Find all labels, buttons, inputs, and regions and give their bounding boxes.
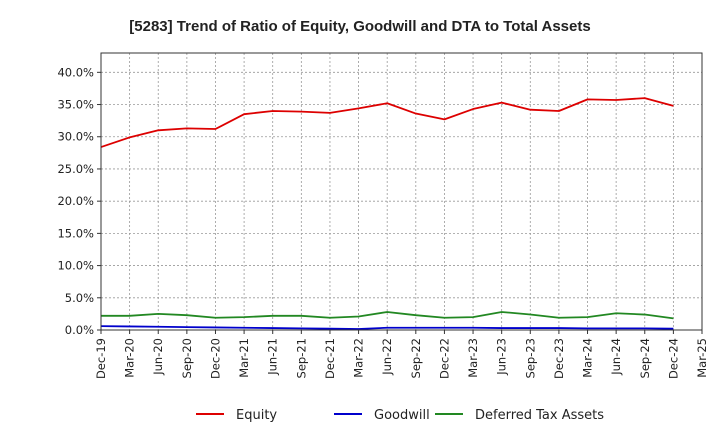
x-tick-label: Jun-24 <box>609 338 623 376</box>
x-tick-label: Jun-22 <box>380 338 394 376</box>
legend-label-equity: Equity <box>236 408 277 423</box>
y-tick-label: 30.0% <box>57 130 94 144</box>
x-tick-label: Dec-19 <box>94 338 108 379</box>
legend-label-deferred-tax-assets: Deferred Tax Assets <box>475 408 604 423</box>
series-line-goodwill <box>100 325 674 330</box>
x-tick-label: Dec-24 <box>666 338 680 379</box>
x-tick-label: Sep-22 <box>409 338 423 378</box>
x-tick-label: Mar-22 <box>352 338 366 378</box>
x-tick-label: Dec-23 <box>552 338 566 379</box>
x-tick-label: Jun-21 <box>266 338 280 376</box>
legend-label-goodwill: Goodwill <box>374 408 430 423</box>
x-tick-label: Jun-23 <box>495 338 509 376</box>
x-axis: Dec-19 Mar-20 Jun-20 Sep-20 Dec-20 Mar-21 Jun-… <box>94 330 709 379</box>
y-tick-label: 15.0% <box>57 226 94 240</box>
x-tick-label: Mar-24 <box>581 338 595 378</box>
x-tick-label: Dec-20 <box>208 338 222 379</box>
x-tick-label: Jun-20 <box>151 338 165 376</box>
y-tick-label: 40.0% <box>57 65 94 79</box>
x-tick-label: Sep-23 <box>523 338 537 378</box>
x-tick-label: Mar-23 <box>466 338 480 378</box>
x-tick-label: Dec-21 <box>323 338 337 379</box>
y-tick-label: 10.0% <box>57 259 94 273</box>
series-layer <box>100 97 674 330</box>
series-line-deferred-tax-assets <box>101 311 674 320</box>
y-tick-label: 25.0% <box>57 162 94 176</box>
grid <box>100 53 703 331</box>
y-tick-label: 5.0% <box>65 291 94 305</box>
y-tick-label: 0.0% <box>65 323 94 337</box>
plot-frame <box>100 52 703 331</box>
x-tick-label: Dec-22 <box>437 338 451 379</box>
y-tick-label: 20.0% <box>57 194 94 208</box>
y-tick-label: 35.0% <box>57 98 94 112</box>
chart-title: [5283] Trend of Ratio of Equity, Goodwil… <box>129 18 590 35</box>
y-axis: 0.0% 5.0% 10.0% 15.0% 20.0% 25.0% 30.0% 35.0% 40… <box>57 65 101 337</box>
legend: Equity Goodwill Deferred Tax Assets <box>196 408 604 423</box>
x-tick-label: Sep-21 <box>294 338 308 378</box>
x-tick-label: Mar-25 <box>695 338 709 378</box>
series-line-equity <box>100 97 674 148</box>
x-tick-label: Mar-20 <box>123 338 137 378</box>
x-tick-label: Sep-20 <box>180 338 194 378</box>
x-tick-label: Mar-21 <box>237 338 251 378</box>
x-tick-label: Sep-24 <box>638 338 652 378</box>
